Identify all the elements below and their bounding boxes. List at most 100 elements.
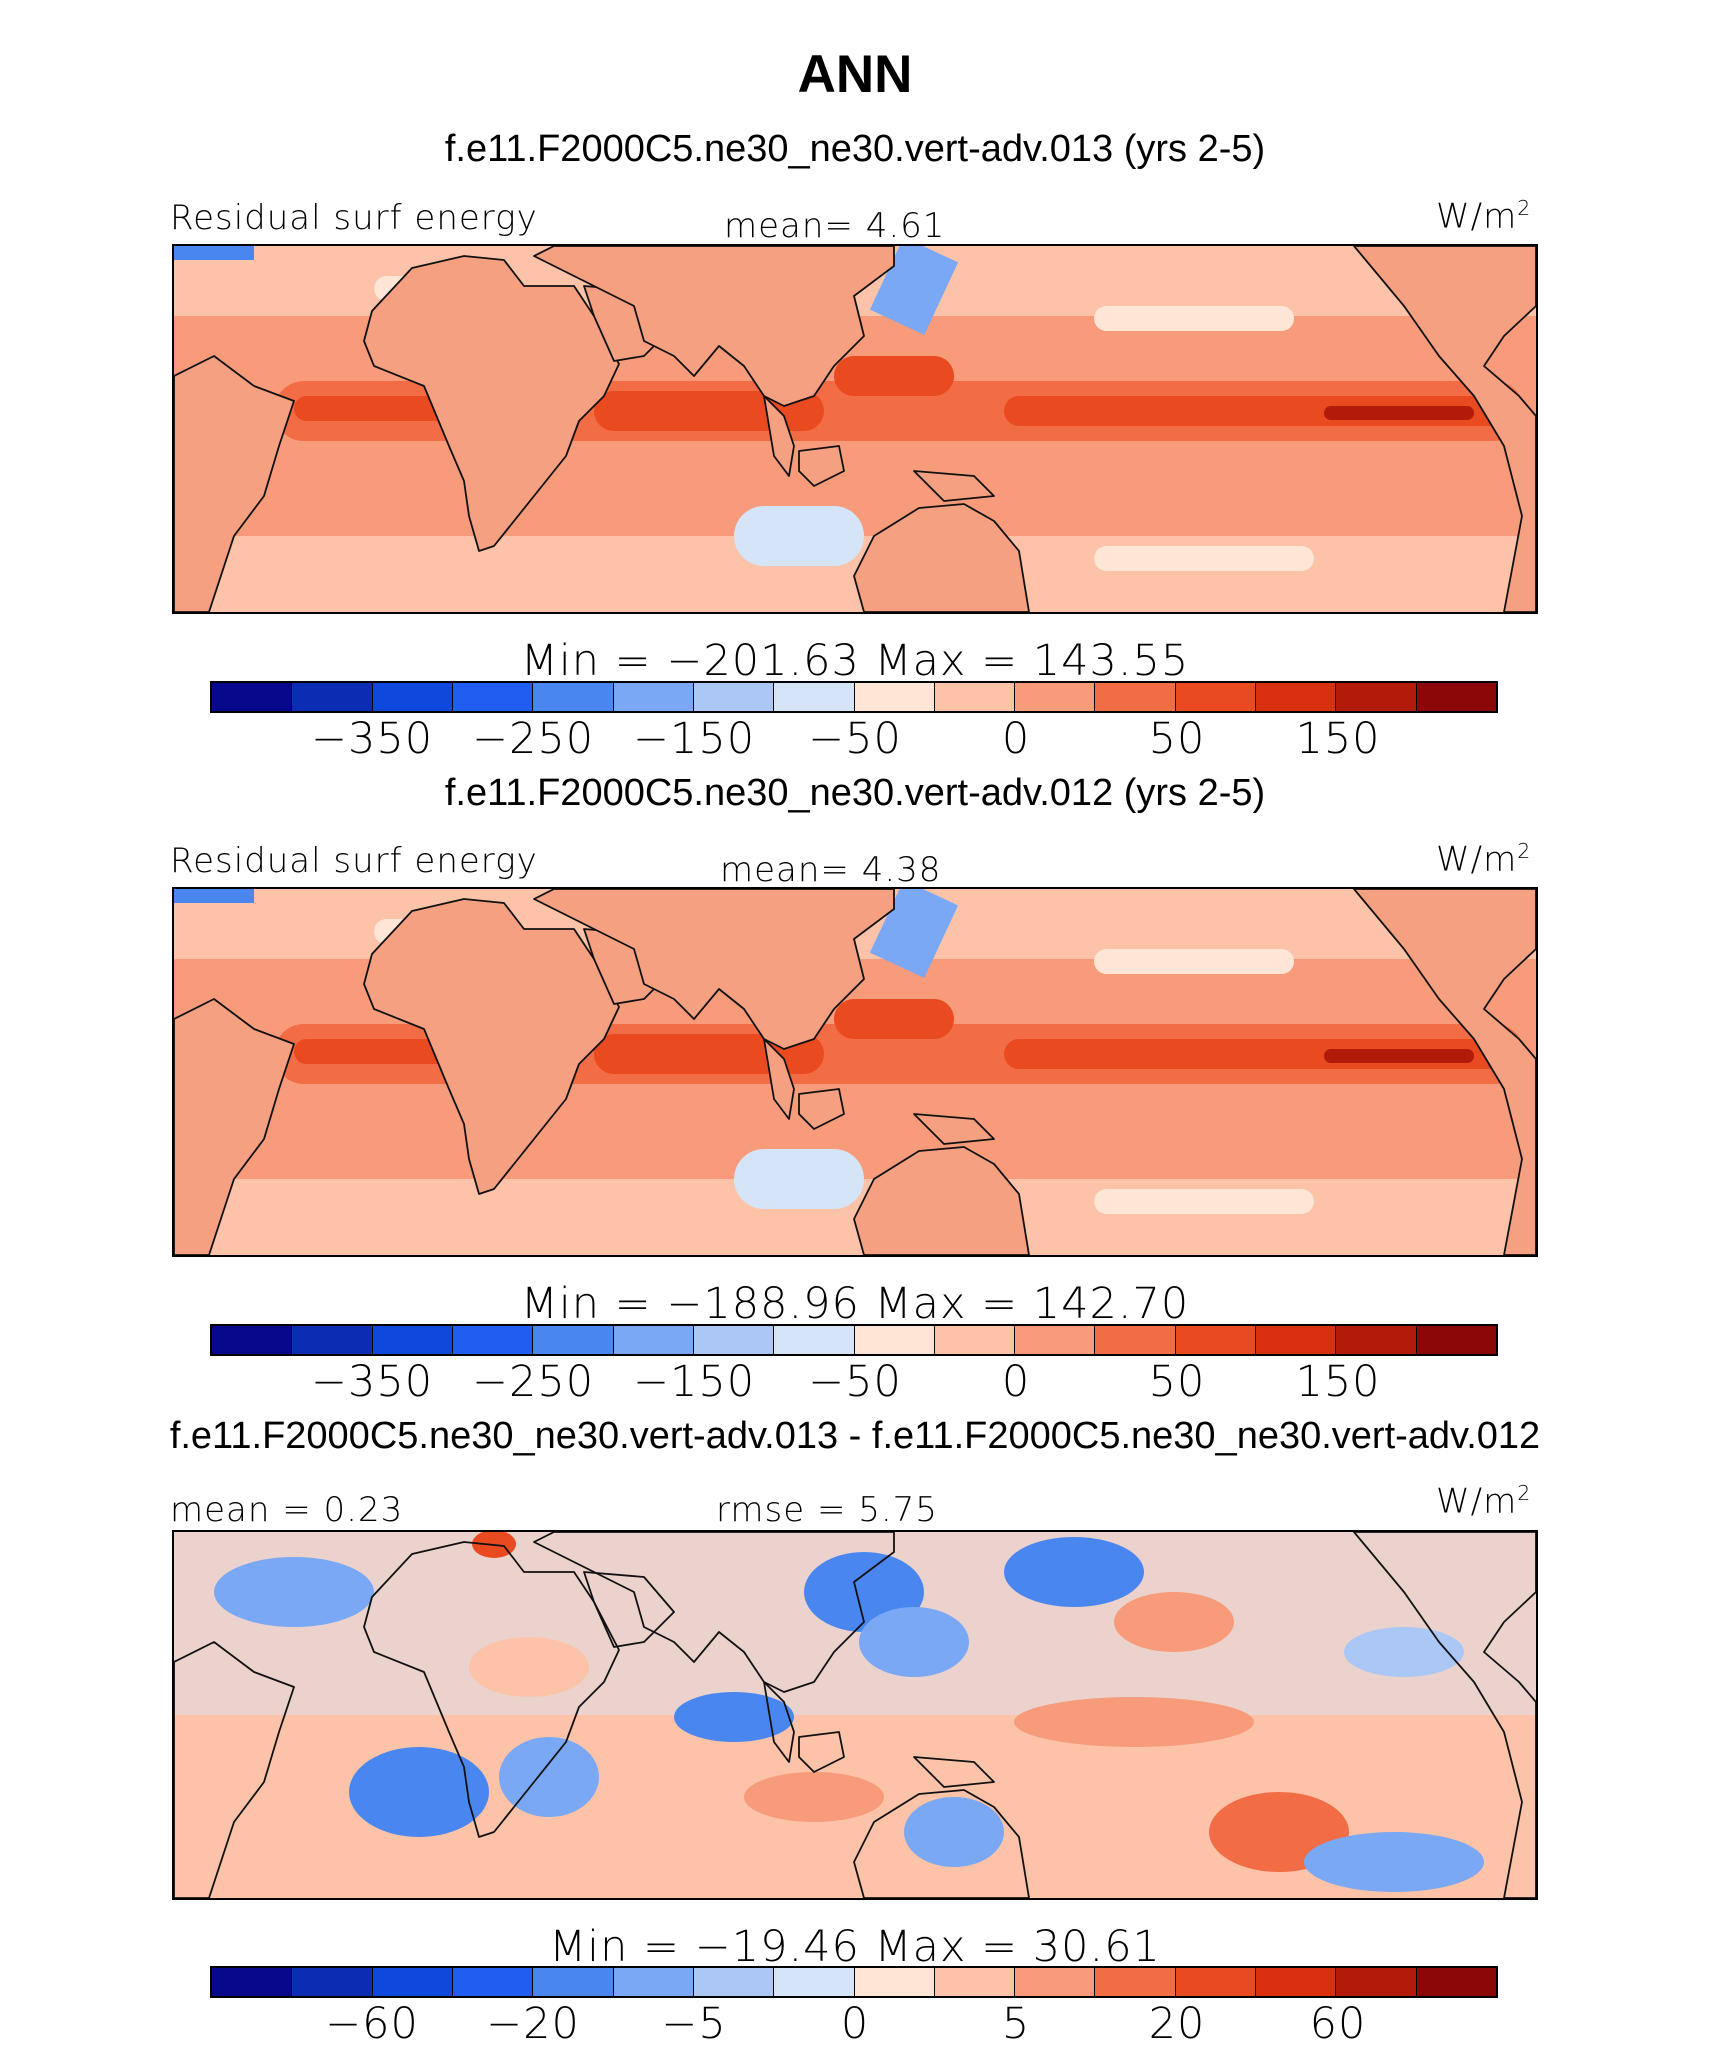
colorbar-swatch xyxy=(1256,1968,1337,1996)
contour-blob xyxy=(1004,1537,1144,1607)
contour-band xyxy=(734,1149,864,1209)
coastline xyxy=(853,503,1030,612)
colorbar-swatch xyxy=(1175,683,1257,711)
panel-1-tick: 50 xyxy=(1148,714,1206,764)
contour-band xyxy=(1094,949,1294,974)
colorbar-swatch xyxy=(613,1326,694,1354)
colorbar-swatch xyxy=(774,1968,855,1996)
panel-2-mean-label: mean= 4.38 xyxy=(720,850,942,890)
colorbar-swatch xyxy=(1175,1326,1257,1354)
panel-3-colorbar xyxy=(210,1966,1498,1998)
panel-3-units-label: W/m2 xyxy=(1436,1481,1532,1522)
colorbar-swatch xyxy=(854,1968,935,1996)
coastline xyxy=(174,998,295,1255)
colorbar-swatch xyxy=(1416,683,1496,711)
contour-blob xyxy=(744,1772,884,1822)
panel-2-case-title: f.e11.F2000C5.ne30_ne30.vert-adv.012 (yr… xyxy=(444,772,1266,814)
panel-2-variable-label: Residual surf energy xyxy=(170,841,538,881)
contour-blob xyxy=(349,1747,489,1837)
coastline xyxy=(913,470,995,502)
coastline xyxy=(913,1113,995,1145)
colorbar-swatch xyxy=(1095,1968,1176,1996)
colorbar-swatch xyxy=(693,1326,775,1354)
colorbar-swatch xyxy=(854,683,935,711)
contour-band xyxy=(869,246,959,335)
panel-1-case-title: f.e11.F2000C5.ne30_ne30.vert-adv.013 (yr… xyxy=(444,128,1266,170)
colorbar-swatch xyxy=(212,683,293,711)
contour-blob xyxy=(859,1607,969,1677)
panel-2-tick: 150 xyxy=(1295,1357,1381,1407)
contour-band xyxy=(174,889,254,903)
panel-3-tick: 5 xyxy=(1001,1999,1031,2049)
colorbar-swatch xyxy=(292,1968,373,1996)
coastline xyxy=(174,355,295,612)
colorbar-swatch xyxy=(292,683,373,711)
colorbar-swatch xyxy=(372,1968,453,1996)
coastline xyxy=(763,1038,795,1120)
panel-2-tick: −250 xyxy=(471,1357,595,1407)
panel-2-tick: −150 xyxy=(632,1357,756,1407)
contour-band xyxy=(834,999,954,1039)
panel-3-tick: −20 xyxy=(486,1999,580,2049)
contour-band xyxy=(869,889,959,978)
colorbar-swatch xyxy=(854,1326,935,1354)
panel-2-tick: −50 xyxy=(808,1357,902,1407)
panel-1-tick: −150 xyxy=(632,714,756,764)
colorbar-swatch xyxy=(934,1968,1016,1996)
panel-1-tick: 0 xyxy=(1001,714,1031,764)
coastline xyxy=(798,445,845,487)
panel-3-tick: −5 xyxy=(661,1999,727,2049)
colorbar-swatch xyxy=(693,683,775,711)
panel-1-minmax: Min = −201.63 Max = 143.55 xyxy=(520,636,1190,686)
coastline xyxy=(798,1088,845,1130)
colorbar-swatch xyxy=(934,1326,1016,1354)
contour-band xyxy=(294,396,474,421)
colorbar-swatch xyxy=(212,1326,293,1354)
panel-1-colorbar xyxy=(210,681,1498,713)
contour-band xyxy=(734,506,864,566)
panel-1-tick: −250 xyxy=(471,714,595,764)
colorbar-swatch xyxy=(212,1968,293,1996)
coastline xyxy=(533,889,895,1050)
panel-1-tick: 150 xyxy=(1295,714,1381,764)
colorbar-swatch xyxy=(1336,1326,1417,1354)
panel-1-map-svg xyxy=(174,246,1536,612)
panel-1-tick: −350 xyxy=(310,714,434,764)
coastline xyxy=(913,1756,995,1788)
contour-blob xyxy=(1114,1592,1234,1652)
coastline xyxy=(1353,246,1536,612)
colorbar-swatch xyxy=(292,1326,373,1354)
colorbar-swatch xyxy=(613,1968,694,1996)
colorbar-swatch xyxy=(1256,1326,1337,1354)
panel-2-map-svg xyxy=(174,889,1536,1255)
coastline xyxy=(763,1681,795,1763)
coastline xyxy=(533,246,895,407)
panel-3-tick: 0 xyxy=(840,1999,870,2049)
panel-3-tick: 20 xyxy=(1148,1999,1206,2049)
colorbar-swatch xyxy=(613,683,694,711)
colorbar-swatch xyxy=(1015,1968,1096,1996)
coastline xyxy=(583,1571,675,1648)
panel-2-tick: −350 xyxy=(310,1357,434,1407)
contour-blob xyxy=(469,1637,589,1697)
panel-1-mean-label: mean= 4.61 xyxy=(724,206,946,246)
panel-1-map xyxy=(172,244,1538,614)
coastline xyxy=(174,1641,295,1898)
contour-blob xyxy=(1304,1832,1484,1892)
colorbar-swatch xyxy=(533,683,614,711)
colorbar-swatch xyxy=(372,1326,453,1354)
panel-3-map-svg xyxy=(174,1532,1536,1898)
panel-3-mean-label: mean = 0.23 xyxy=(170,1490,404,1530)
contour-band xyxy=(834,356,954,396)
panel-3-tick: −60 xyxy=(325,1999,419,2049)
panel-1-units-label: W/m2 xyxy=(1436,196,1532,237)
colorbar-swatch xyxy=(533,1326,614,1354)
colorbar-swatch xyxy=(693,1968,775,1996)
panel-3-tick: 60 xyxy=(1309,1999,1367,2049)
colorbar-swatch xyxy=(533,1968,614,1996)
colorbar-swatch xyxy=(1175,1968,1257,1996)
colorbar-swatch xyxy=(452,683,534,711)
coastline xyxy=(363,255,620,552)
coastline xyxy=(853,1146,1030,1255)
page-title: ANN xyxy=(797,45,913,104)
